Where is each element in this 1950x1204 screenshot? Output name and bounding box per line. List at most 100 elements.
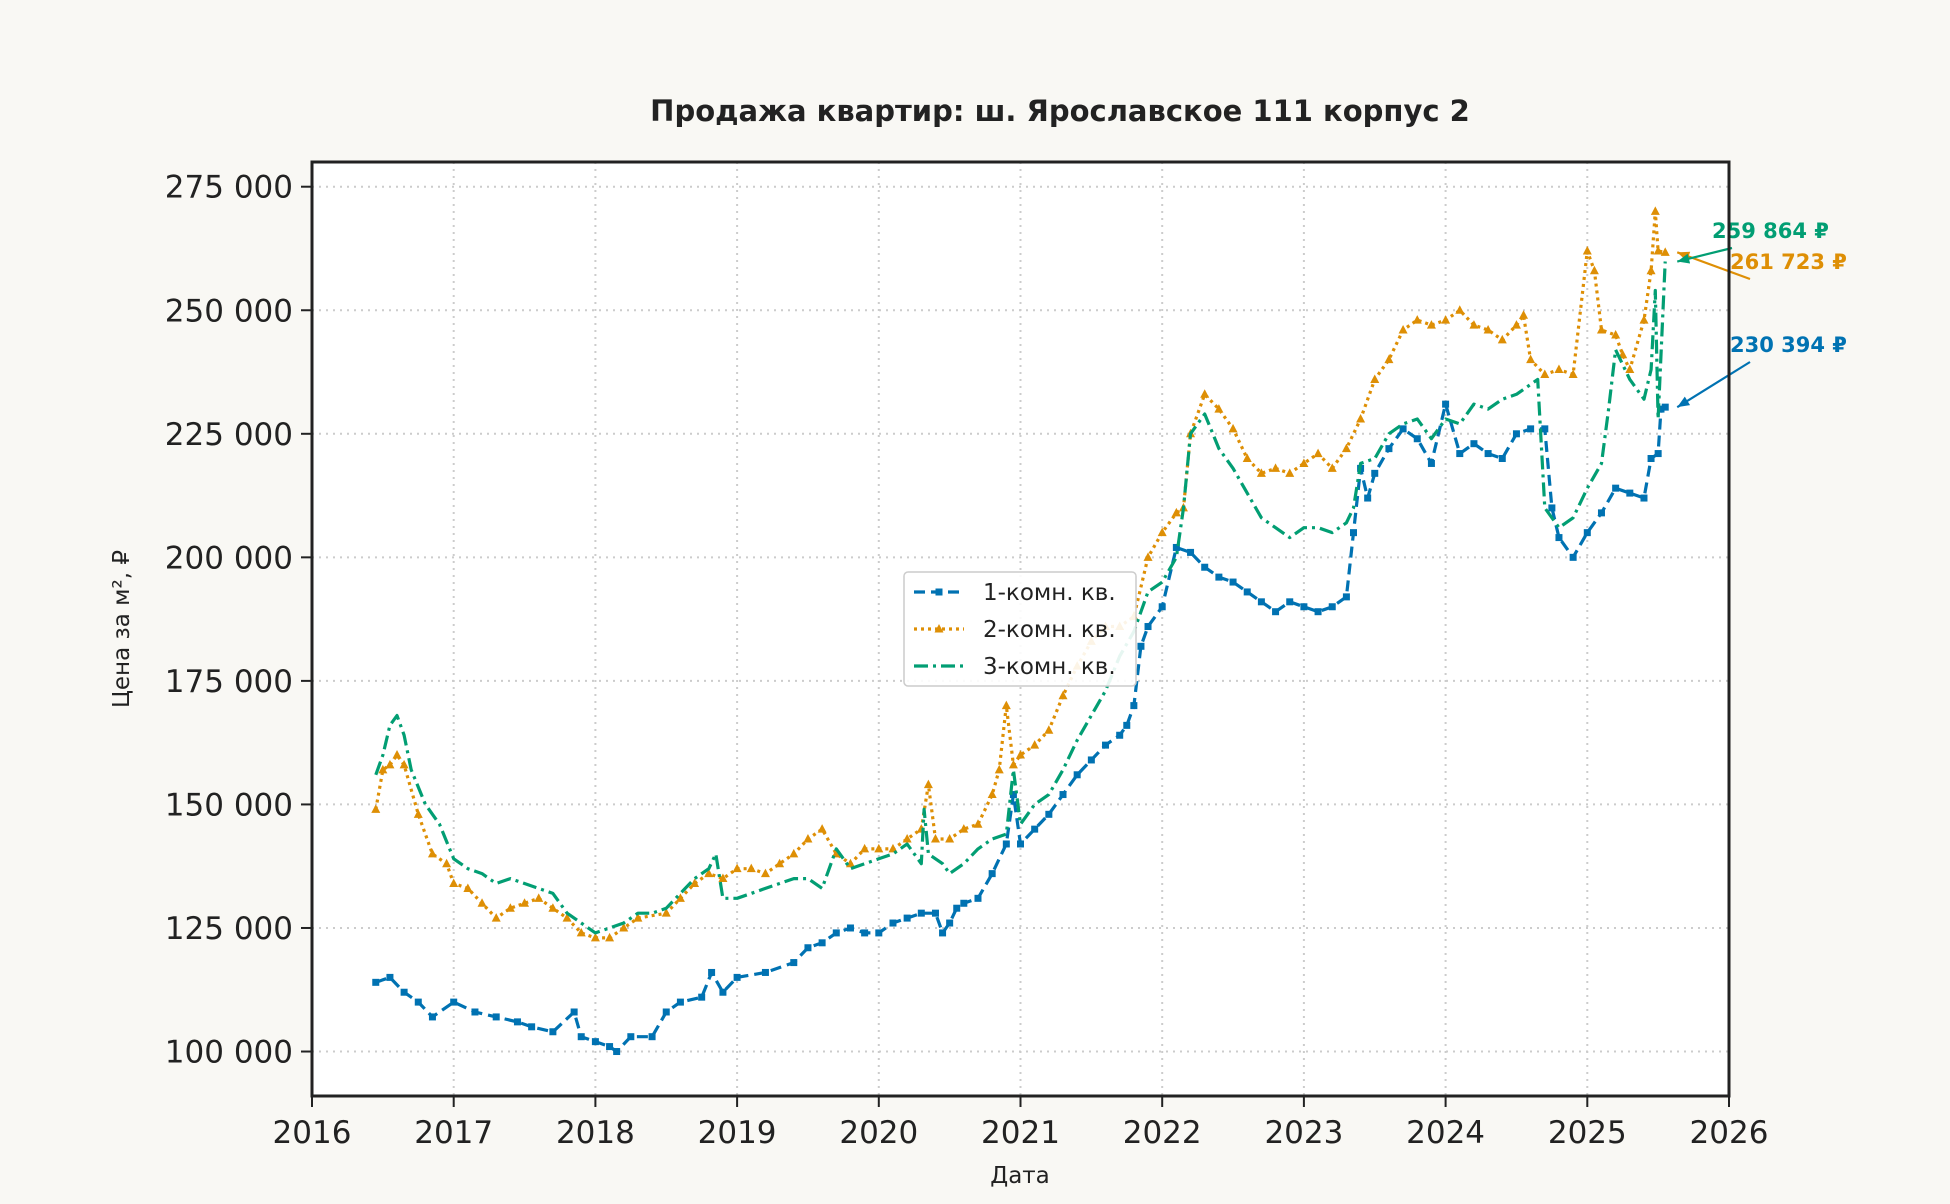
data-point — [1371, 469, 1379, 477]
data-point — [591, 1038, 599, 1046]
data-point — [1657, 405, 1665, 413]
data-point — [804, 944, 812, 952]
data-point — [549, 1028, 557, 1036]
data-point — [1009, 791, 1017, 799]
data-point — [1031, 825, 1039, 833]
data-point — [534, 893, 544, 902]
data-point — [1650, 206, 1660, 215]
data-point — [923, 779, 933, 789]
annotation-arrowhead — [1677, 396, 1691, 408]
data-point — [1569, 553, 1577, 561]
data-point — [1554, 364, 1564, 374]
data-point — [832, 929, 840, 937]
data-point — [1441, 315, 1451, 324]
y-tick-label: 250 000 — [165, 293, 293, 329]
x-tick-label: 2020 — [839, 1115, 918, 1151]
data-point — [463, 883, 473, 892]
data-point — [492, 1013, 500, 1021]
data-point — [1327, 463, 1337, 472]
data-point — [427, 848, 437, 858]
data-point — [1484, 450, 1492, 458]
data-point — [818, 939, 826, 947]
y-tick-label: 175 000 — [165, 664, 293, 700]
data-point — [831, 848, 841, 858]
x-axis-label: Дата — [990, 1163, 1050, 1189]
data-point — [1455, 305, 1465, 314]
data-point — [1426, 320, 1436, 329]
data-point — [960, 899, 968, 907]
data-point — [1201, 563, 1209, 571]
data-point — [1618, 349, 1628, 359]
data-point — [1257, 598, 1265, 606]
data-point — [817, 824, 827, 833]
data-point — [889, 919, 897, 927]
data-point — [1384, 354, 1394, 364]
data-point — [1187, 548, 1195, 556]
x-tick-label: 2018 — [556, 1115, 635, 1151]
data-point — [732, 863, 742, 873]
data-point — [1073, 771, 1081, 779]
data-point — [1413, 435, 1421, 443]
data-point — [1002, 840, 1010, 848]
data-point — [627, 1033, 635, 1041]
data-point — [1016, 750, 1025, 759]
data-point — [1398, 325, 1408, 334]
data-point — [606, 1043, 614, 1051]
data-point — [1646, 265, 1656, 275]
annotation-2: 261 723 ₽ — [1676, 250, 1847, 281]
data-point — [590, 932, 600, 942]
data-point — [1130, 702, 1138, 710]
series-line — [375, 402, 1666, 1054]
data-point — [1540, 369, 1550, 378]
data-point — [1640, 494, 1648, 502]
data-point — [1242, 453, 1252, 463]
data-point — [1597, 509, 1605, 517]
data-point — [400, 988, 408, 996]
data-point — [1654, 450, 1662, 458]
data-point — [1200, 389, 1210, 398]
data-point — [570, 1008, 578, 1016]
data-point — [505, 903, 515, 912]
data-point — [974, 894, 982, 902]
data-point — [1589, 265, 1599, 275]
data-point — [1017, 840, 1024, 848]
data-point — [1143, 552, 1153, 561]
data-point — [718, 873, 728, 883]
data-point — [477, 898, 487, 907]
data-point — [428, 1013, 436, 1021]
data-point — [413, 809, 423, 818]
data-point — [939, 929, 947, 937]
data-point — [1660, 247, 1670, 256]
data-point — [1102, 741, 1110, 749]
data-point — [1370, 374, 1380, 383]
annotation-arrowhead — [1677, 253, 1691, 264]
x-tick-label: 2026 — [1690, 1115, 1769, 1151]
legend-frame — [903, 571, 1137, 687]
data-point — [1116, 731, 1124, 739]
data-point — [1215, 573, 1223, 581]
data-point — [1271, 463, 1281, 472]
data-point — [491, 913, 501, 922]
data-point — [988, 870, 996, 878]
data-point — [662, 1008, 670, 1016]
data-point — [520, 898, 530, 907]
data-point — [1385, 445, 1393, 453]
data-point — [1349, 529, 1357, 537]
data-point — [1045, 810, 1053, 818]
plot-frame — [310, 160, 1731, 1098]
data-point — [1470, 440, 1478, 448]
data-point — [1087, 756, 1095, 764]
data-point — [874, 843, 884, 853]
data-point — [917, 909, 925, 917]
legend: 1-комн. кв. 2-комн. кв. 3-комн. кв. — [903, 571, 1137, 687]
annotation-label: 261 723 ₽ — [1730, 250, 1847, 274]
data-point — [1555, 534, 1563, 542]
data-point — [973, 819, 983, 828]
data-point — [861, 929, 869, 937]
data-point — [1583, 529, 1591, 537]
data-point — [1498, 455, 1506, 463]
data-point — [513, 1018, 521, 1026]
data-point — [633, 913, 643, 922]
